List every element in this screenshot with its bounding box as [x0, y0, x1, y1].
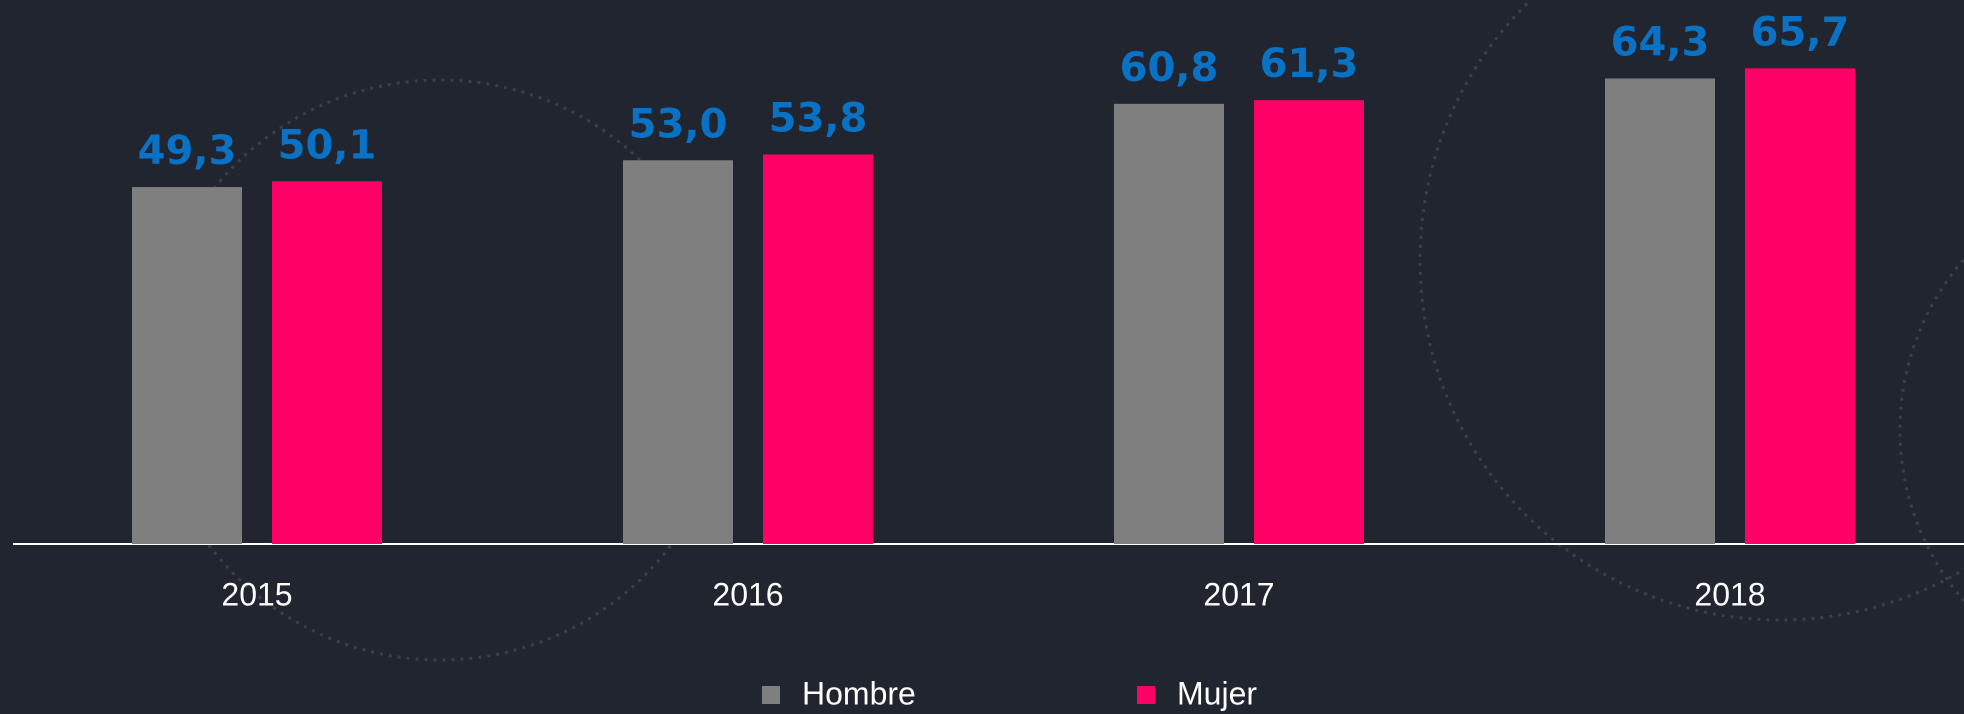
bar — [1605, 78, 1715, 544]
x-tick-label: 2016 — [712, 576, 783, 612]
bar — [1745, 68, 1855, 544]
x-tick-label: 2018 — [1694, 576, 1765, 612]
decor-circle — [1898, 256, 1964, 604]
legend-swatch — [762, 686, 780, 704]
data-label: 64,3 — [1611, 19, 1710, 65]
x-tick-label: 2017 — [1203, 576, 1274, 612]
data-label: 61,3 — [1260, 41, 1359, 87]
bar — [1114, 103, 1224, 545]
data-label: 65,7 — [1751, 9, 1850, 55]
bar — [1254, 100, 1364, 545]
data-label: 60,8 — [1120, 45, 1219, 91]
data-label: 53,0 — [629, 101, 728, 147]
data-label: 53,8 — [769, 95, 868, 141]
bar — [132, 187, 242, 544]
legend-swatch — [1137, 686, 1155, 704]
data-label: 50,1 — [278, 122, 377, 168]
legend-label: Mujer — [1177, 675, 1257, 711]
data-label: 49,3 — [138, 128, 237, 174]
bar — [272, 181, 382, 544]
bar — [763, 154, 873, 544]
legend-label: Hombre — [802, 675, 916, 711]
bar — [623, 160, 733, 544]
x-tick-label: 2015 — [221, 576, 292, 612]
